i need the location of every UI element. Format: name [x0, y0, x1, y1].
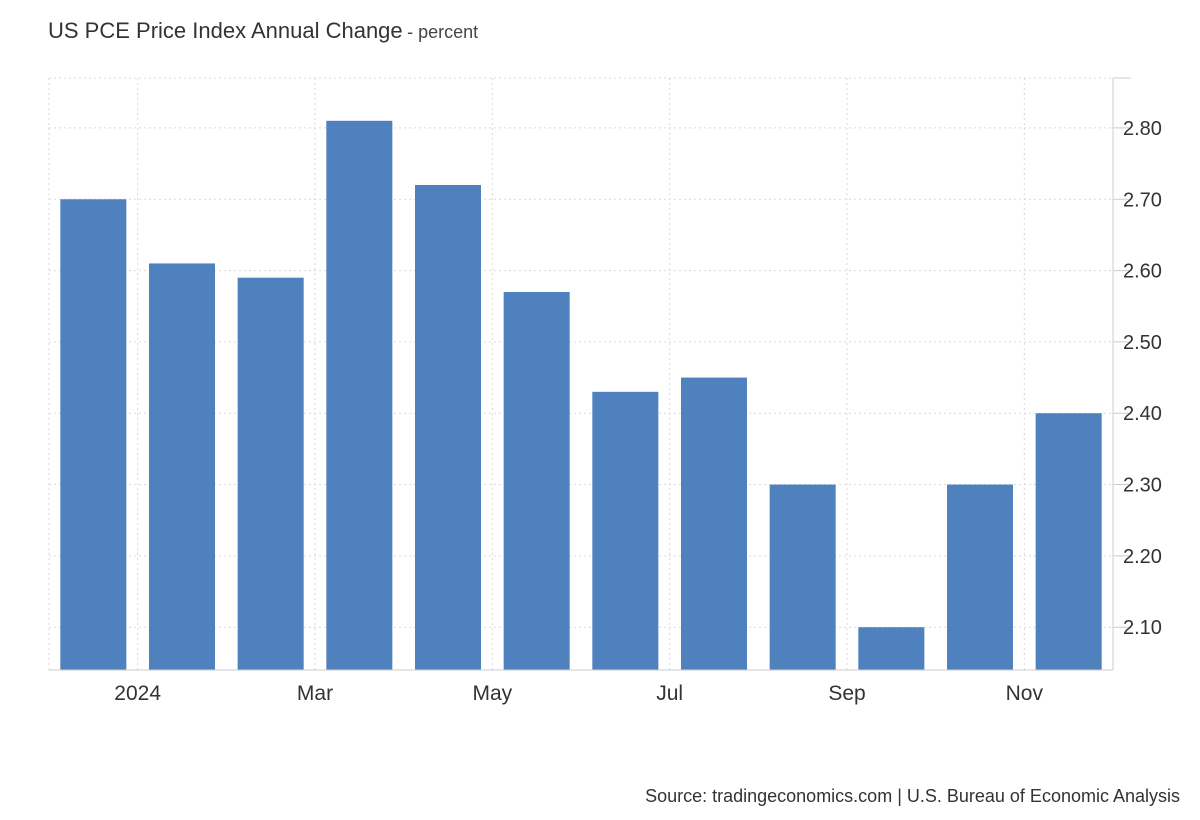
bar[interactable]: Jan 2024: 2.61 [149, 263, 215, 670]
bars: Dec 2023: 2.70 Jan 2024: 2.61 Feb 2024: 2.… [60, 120, 1102, 671]
bar[interactable]: Dec 2023: 2.70 [60, 199, 127, 671]
source-note: Source: tradingeconomics.com | U.S. Bure… [645, 786, 1180, 806]
axes [49, 77, 1131, 671]
y-tick-label: 2.10 [1123, 617, 1162, 639]
bar[interactable]: Feb 2024: 2.59 [237, 277, 304, 670]
x-tick-label: Mar [297, 682, 333, 705]
chart-header: US PCE Price Index Annual Change - perce… [48, 18, 478, 44]
y-tick-label: 2.30 [1123, 475, 1162, 497]
x-tick-label: 2024 [114, 682, 161, 705]
bar[interactable]: Jul 2024: 2.45 [681, 377, 747, 670]
bar[interactable]: Mar 2024: 2.81 [326, 120, 393, 671]
bar[interactable]: May 2024: 2.57 [503, 291, 570, 670]
bar[interactable]: Jun 2024: 2.43 [592, 391, 659, 670]
x-tick-label: Nov [1006, 682, 1044, 705]
y-tick-labels: 2.10 2.20 2.30 2.40 2.50 2.60 2.70 2.80 [1123, 118, 1162, 639]
y-tick-label: 2.20 [1123, 546, 1162, 568]
chart-subtitle: - percent [407, 22, 479, 42]
grid-lines [48, 77, 1113, 670]
bar[interactable]: Apr 2024: 2.72 [415, 184, 481, 670]
bar[interactable]: Nov 2024: 2.40 [1035, 413, 1102, 670]
x-tick-label: Sep [828, 682, 865, 705]
bar[interactable]: Aug 2024: 2.30 [769, 484, 836, 670]
x-tick-label: Jul [656, 682, 683, 705]
bar[interactable]: Sep 2024: 2.10 [858, 627, 925, 670]
y-tick-label: 2.80 [1123, 118, 1162, 140]
y-tick-label: 2.70 [1123, 189, 1162, 211]
y-tick-label: 2.60 [1123, 261, 1162, 283]
x-tick-label: May [472, 682, 512, 705]
y-tick-label: 2.40 [1123, 403, 1162, 425]
chart-title: US PCE Price Index Annual Change [48, 18, 403, 43]
x-tick-labels: 2024 Mar May Jul Sep Nov [114, 682, 1043, 705]
y-tick-label: 2.50 [1123, 332, 1162, 354]
bar[interactable]: Oct 2024: 2.30 [947, 484, 1013, 670]
